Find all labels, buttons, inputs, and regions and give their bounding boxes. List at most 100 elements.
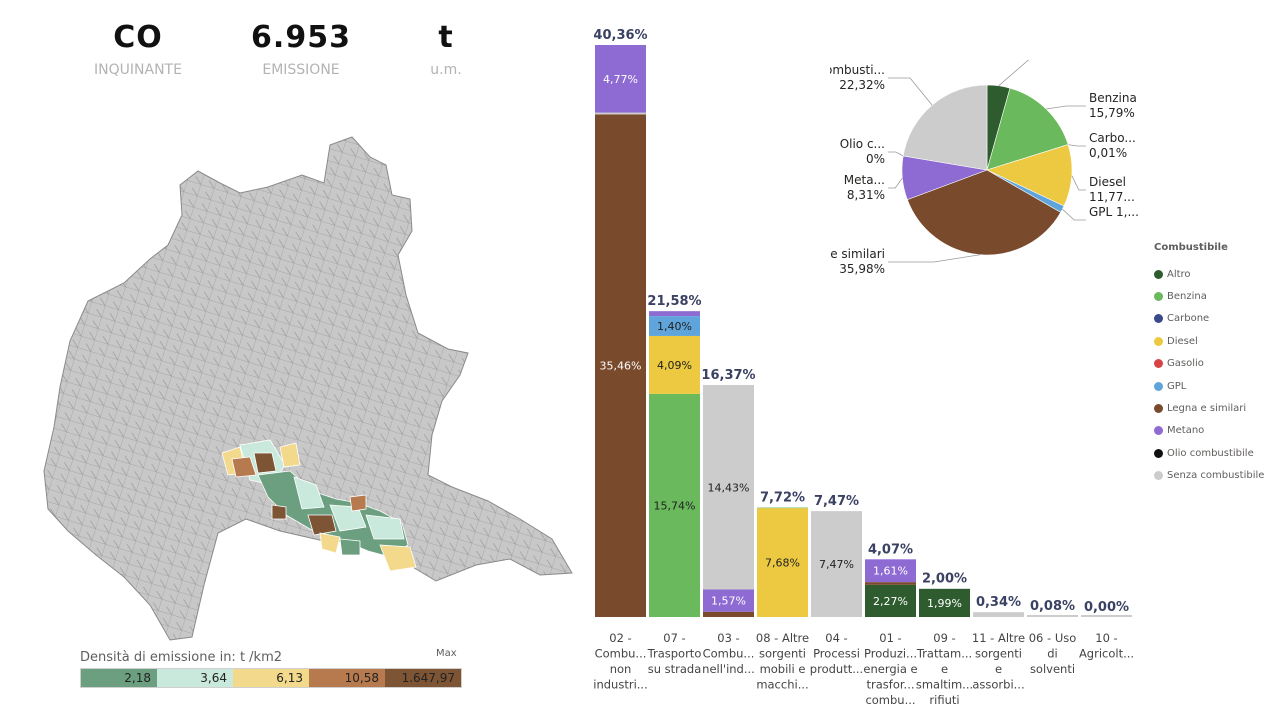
bar-segment-label: 1,40% xyxy=(657,320,692,333)
x-tick-label: Trattam... xyxy=(916,647,972,661)
x-tick-label: 03 - xyxy=(717,631,739,645)
bar-segment[interactable] xyxy=(865,584,916,617)
legend-dot-icon xyxy=(1154,404,1163,414)
x-tick-label: 10 - xyxy=(1095,631,1117,645)
legend-item-label: Metano xyxy=(1167,425,1205,437)
bar-total-label: 7,72% xyxy=(760,491,805,506)
kpi-emissione-value: 6.953 xyxy=(251,20,351,55)
x-tick-label: 11 - Altre xyxy=(972,631,1025,645)
bar-segment[interactable] xyxy=(757,507,808,509)
kpi-emissione: 6.953 EMISSIONE xyxy=(221,18,381,78)
fuel-legend-title: Combustibile xyxy=(1154,242,1228,253)
legend-item[interactable]: Senza combustibile xyxy=(1154,465,1264,487)
map-legend-max: Max xyxy=(436,648,457,659)
bar-segment-label: 7,47% xyxy=(819,558,854,571)
bar-segment-label: 7,68% xyxy=(765,557,800,570)
legend-item[interactable]: Metano xyxy=(1154,420,1264,442)
legend-item[interactable]: Gasolio xyxy=(1154,353,1264,375)
bar-segment[interactable] xyxy=(973,615,1024,617)
x-tick-label: mobili e xyxy=(760,662,806,676)
map-highlight-municipalities xyxy=(221,439,417,572)
bar-segment[interactable] xyxy=(649,311,700,317)
pie-slice-label: 0% xyxy=(866,152,885,166)
bar-segment[interactable] xyxy=(649,316,700,336)
x-tick-label: 02 - xyxy=(609,631,631,645)
legend-item-label: Diesel xyxy=(1167,335,1198,347)
pie-leader-line xyxy=(888,177,903,189)
x-tick-label: di xyxy=(1047,647,1058,661)
x-tick-label: 09 - xyxy=(933,631,955,645)
fuel-pie-chart: Altro 4,35%Benzina15,79%Carbo...0,01%Die… xyxy=(830,60,1139,276)
bar-total-label: 16,37% xyxy=(701,368,755,383)
bar-segment[interactable] xyxy=(757,508,808,617)
x-tick-label: e xyxy=(941,662,948,676)
map-legend-bin: 6,13 xyxy=(233,669,309,687)
pie-leader-line xyxy=(1068,144,1086,147)
legend-item-label: Altro xyxy=(1167,268,1191,280)
bar-total-label: 4,07% xyxy=(868,542,913,557)
bar-segment[interactable] xyxy=(973,612,1024,617)
x-tick-label: sorgenti xyxy=(759,647,806,661)
map-legend-bin: 3,64 xyxy=(157,669,233,687)
legend-item-label: Olio combustibile xyxy=(1167,447,1254,459)
pie-slice-label: Benzina xyxy=(1089,91,1137,105)
legend-item[interactable]: Olio combustibile xyxy=(1154,442,1264,464)
pie-slice-label: Legna e similari xyxy=(830,247,885,261)
pie-slice-label: 22,32% xyxy=(839,78,885,92)
x-tick-label: industri... xyxy=(593,678,647,692)
legend-item-label: Carbone xyxy=(1167,313,1210,325)
pie-slice[interactable] xyxy=(986,87,1069,171)
bar-segment[interactable] xyxy=(649,335,700,394)
x-tick-label: energia e xyxy=(863,662,917,676)
map-legend-bin: 2,18 xyxy=(81,669,157,687)
legend-item[interactable]: GPL xyxy=(1154,375,1264,397)
pie-slice-label: Diesel xyxy=(1089,175,1126,189)
legend-item[interactable]: Benzina xyxy=(1154,285,1264,307)
bar-segment[interactable] xyxy=(595,114,646,617)
pie-slice[interactable] xyxy=(902,84,988,171)
bar-segment[interactable] xyxy=(1027,615,1078,617)
x-tick-label: produtt... xyxy=(810,662,863,676)
pie-slice-label: Senza combusti... xyxy=(830,63,885,77)
bar-segment[interactable] xyxy=(865,559,916,583)
bar-segment[interactable] xyxy=(595,112,646,115)
bar-total-label: 0,08% xyxy=(1030,599,1075,614)
x-tick-label: macchi... xyxy=(756,678,808,692)
legend-dot-icon xyxy=(1154,292,1163,302)
legend-item[interactable]: Altro xyxy=(1154,263,1264,285)
legend-item[interactable]: Carbone xyxy=(1154,308,1264,330)
x-tick-label: smaltim... xyxy=(916,678,973,692)
x-tick-label: non xyxy=(610,662,632,676)
bar-segment[interactable] xyxy=(703,611,754,617)
bar-segment[interactable] xyxy=(703,384,754,590)
pie-slice[interactable] xyxy=(906,169,1062,256)
emission-density-map[interactable] xyxy=(40,135,580,645)
bar-segment[interactable] xyxy=(811,511,862,617)
legend-item-label: Gasolio xyxy=(1167,358,1204,370)
x-tick-label: solventi xyxy=(1030,662,1075,676)
bar-segment[interactable] xyxy=(865,582,916,585)
x-tick-label: Agricolt... xyxy=(1079,647,1134,661)
map-legend-bin: 1.647,97 xyxy=(385,669,461,687)
legend-item[interactable]: Legna e similari xyxy=(1154,397,1264,419)
legend-dot-icon xyxy=(1154,314,1163,324)
x-tick-label: 08 - Altre xyxy=(756,631,809,645)
sector-bar-chart: 35,46%4,77%40,36%02 -Combu...nonindustri… xyxy=(593,28,1134,707)
x-tick-label: 04 - xyxy=(825,631,847,645)
pie-slice-label: 0,01% xyxy=(1089,146,1127,160)
bar-segment[interactable] xyxy=(649,393,700,617)
bar-segment[interactable] xyxy=(703,589,754,612)
legend-dot-icon xyxy=(1154,269,1163,279)
pie-slice[interactable] xyxy=(986,144,1073,207)
map-legend-title: Densità di emissione in: t /km2 xyxy=(80,650,283,665)
pie-slice-label: Olio c... xyxy=(840,137,885,151)
lombardy-region-shape xyxy=(43,136,573,641)
legend-item[interactable]: Diesel xyxy=(1154,330,1264,352)
x-tick-label: assorbi... xyxy=(972,678,1024,692)
bar-segment[interactable] xyxy=(595,45,646,113)
bar-segment[interactable] xyxy=(919,588,970,617)
bar-total-label: 21,58% xyxy=(647,294,701,309)
x-tick-label: 01 - xyxy=(879,631,901,645)
bar-segment[interactable] xyxy=(1081,615,1132,617)
pie-slice-label: 35,98% xyxy=(839,262,885,276)
